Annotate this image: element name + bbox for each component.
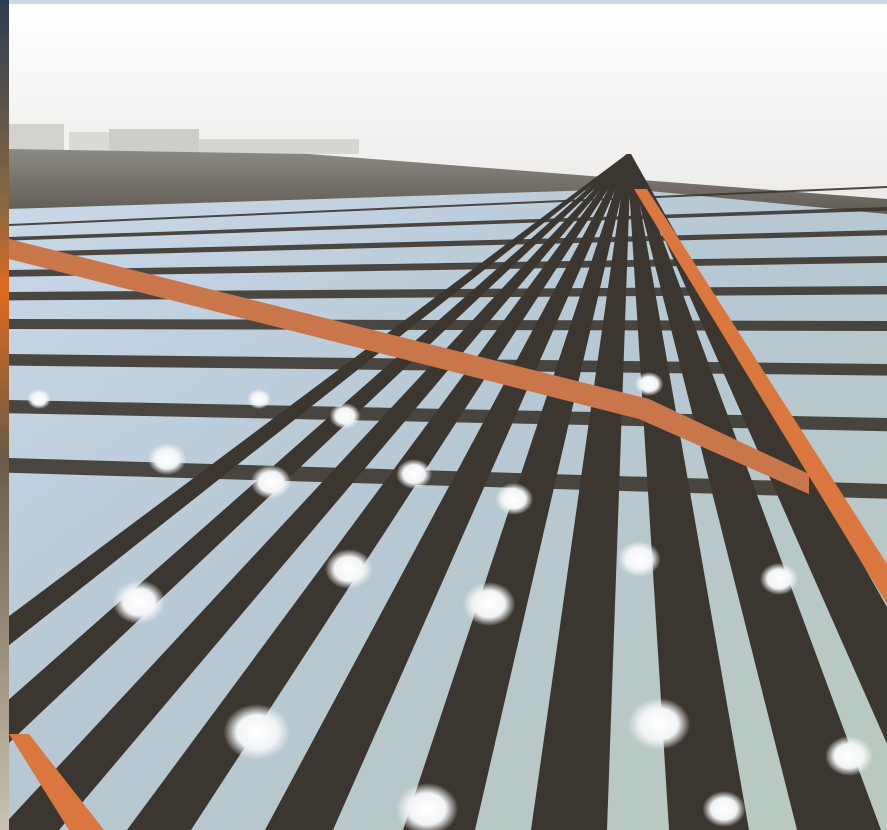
aerator-splash xyxy=(462,582,516,626)
corner-road xyxy=(9,734,104,830)
aerator-splash xyxy=(247,389,271,409)
aerator-splash xyxy=(223,704,291,760)
aerator-splashes xyxy=(27,372,873,830)
aerator-splash xyxy=(325,549,373,589)
aerator-splash xyxy=(250,465,292,499)
aerator-splash xyxy=(112,580,166,624)
aerator-splash xyxy=(147,443,187,475)
dike xyxy=(9,154,631,646)
dike xyxy=(627,154,887,744)
left-edge-strip xyxy=(0,0,9,830)
cross-dike xyxy=(9,186,887,226)
aerator-splash xyxy=(627,698,691,750)
aerator-splash xyxy=(395,783,459,830)
cross-dike xyxy=(9,319,887,331)
cross-dike xyxy=(9,256,887,277)
aerator-splash xyxy=(27,389,51,409)
aerator-splash xyxy=(759,563,799,595)
cross-dike xyxy=(9,458,887,499)
aerator-splash xyxy=(702,791,746,827)
aquaculture-pond-photo xyxy=(9,4,887,830)
aerator-splash xyxy=(634,372,664,396)
dike xyxy=(9,154,631,743)
aerator-splash xyxy=(329,403,361,429)
aerator-splash xyxy=(396,459,432,489)
cross-dike xyxy=(9,207,887,241)
side-road xyxy=(634,189,887,604)
aerator-splash xyxy=(825,736,873,776)
pond-dikes xyxy=(9,154,887,830)
aerator-splash xyxy=(494,483,534,515)
far-land xyxy=(9,149,887,224)
aerator-splash xyxy=(617,541,661,577)
cross-road xyxy=(9,239,809,494)
pond-scene xyxy=(9,4,887,830)
